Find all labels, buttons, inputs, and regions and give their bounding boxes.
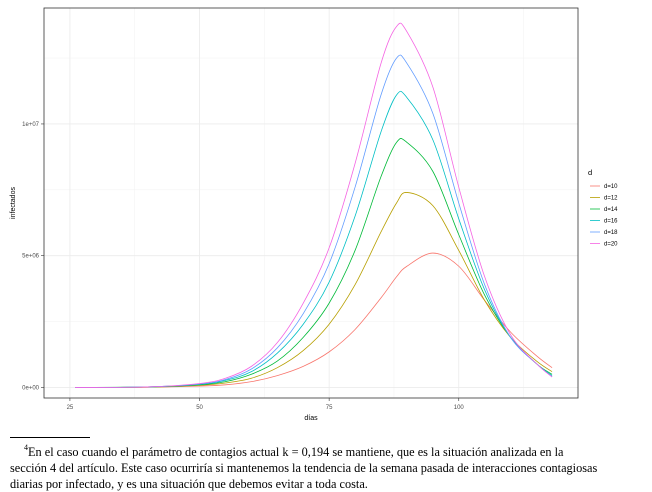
y-tick-label: 5e+06: [22, 254, 40, 260]
y-tick-label: 1e+07: [22, 122, 40, 128]
footnote: 4En el caso cuando el parámetro de conta…: [10, 444, 642, 492]
footnote-line-3: diarias por infectado, y es una situació…: [10, 477, 368, 491]
y-tick-label: 0e+00: [22, 385, 40, 391]
legend-label: d=20: [604, 242, 618, 248]
footnote-line-2: sección 4 del artículo. Este caso ocurri…: [10, 461, 598, 475]
legend-label: d=10: [604, 184, 618, 190]
footnote-rule: [10, 437, 90, 438]
legend-label: d=16: [604, 219, 618, 225]
plot-panel-border: [43, 7, 579, 399]
x-tick-label: 100: [454, 405, 465, 411]
x-axis-label: días: [304, 415, 318, 422]
series-line-d-20: [75, 22, 553, 388]
legend-label: d=14: [604, 207, 618, 213]
footnote-marker: 4: [24, 443, 28, 452]
legend-label: d=18: [604, 230, 618, 236]
x-tick-label: 25: [67, 405, 74, 411]
footnote-line-1: En el caso cuando el parámetro de contag…: [28, 445, 564, 459]
series-line-d-18: [75, 54, 553, 388]
legend-title: d: [588, 168, 592, 177]
series-line-d-14: [75, 138, 553, 388]
x-tick-label: 50: [196, 405, 203, 411]
series-line-d-12: [75, 192, 553, 388]
legend: d d=10 d=12 d=14 d=16 d=18 d=20: [588, 168, 618, 248]
x-tick-label: 75: [326, 405, 333, 411]
legend-label: d=12: [604, 196, 618, 202]
infectados-chart: 25 50 75 100 0e+00 5e+06 1e+07 días infectados…: [10, 7, 618, 422]
series-line-d-16: [75, 90, 553, 388]
y-axis-label: infectados: [10, 187, 17, 219]
